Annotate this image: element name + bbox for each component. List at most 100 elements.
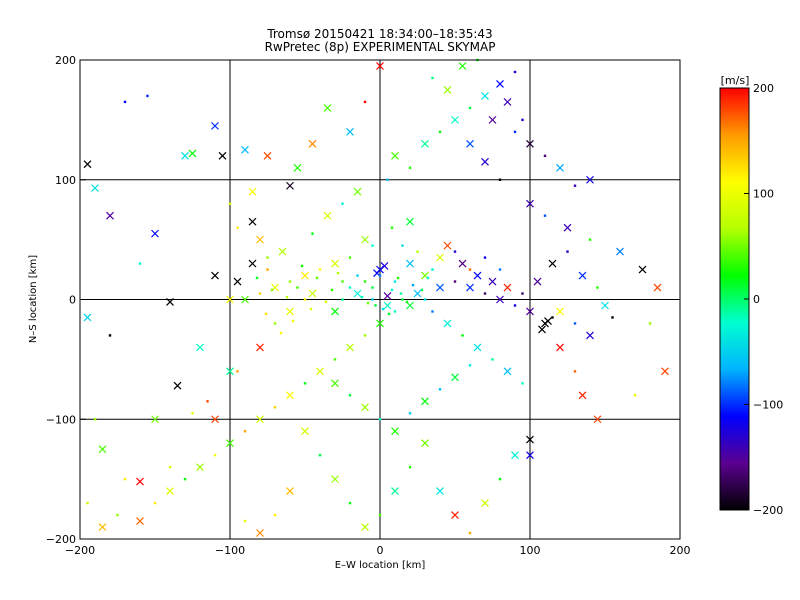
data-point-cross <box>83 160 92 169</box>
data-point-dot <box>324 300 328 304</box>
data-point-cross <box>316 367 324 376</box>
cross-stroke <box>196 463 204 472</box>
data-point-dot <box>348 286 352 289</box>
cross-stroke <box>248 187 257 196</box>
data-point-dot <box>270 288 274 292</box>
cross-stroke <box>578 391 587 400</box>
y-tick-labels: −200 −100 0 100 200 <box>46 54 86 546</box>
data-point-dot <box>491 358 494 361</box>
data-point-cross <box>98 445 107 454</box>
data-point-dot <box>291 319 295 323</box>
data-point-dot <box>371 298 374 301</box>
cross-stroke <box>166 297 174 306</box>
data-point-dot <box>513 130 517 134</box>
data-point-cross <box>106 211 114 220</box>
data-point-cross <box>380 262 389 270</box>
data-point-cross <box>286 487 294 496</box>
cross-stroke <box>406 217 414 226</box>
cross-stroke <box>226 439 234 448</box>
data-point-cross <box>436 253 444 262</box>
cross-stroke <box>503 283 512 292</box>
data-point-cross <box>211 271 219 280</box>
cross-stroke <box>556 163 564 172</box>
cross-stroke <box>241 295 249 304</box>
data-point-cross <box>98 523 107 531</box>
cross-stroke <box>173 381 182 390</box>
cross-stroke <box>538 325 546 334</box>
data-point-dot <box>138 262 142 265</box>
data-point-cross <box>496 80 504 88</box>
cross-stroke <box>91 184 99 193</box>
data-point-dot <box>420 288 424 292</box>
cross-stroke <box>481 499 489 507</box>
data-point-cross <box>526 307 534 316</box>
x-tick-label: −100 <box>215 544 245 557</box>
data-point-dot <box>431 310 434 313</box>
cross-stroke <box>211 121 219 130</box>
data-point-cross <box>188 149 197 158</box>
data-point-dot <box>408 465 412 469</box>
data-point-cross <box>511 451 519 460</box>
cross-stroke <box>413 289 422 298</box>
data-point-dot <box>423 298 427 301</box>
cross-stroke <box>526 139 534 148</box>
cross-stroke <box>226 367 234 376</box>
data-point-dot <box>461 334 464 337</box>
cross-stroke <box>263 151 272 160</box>
cross-stroke <box>211 415 219 424</box>
data-point-dot <box>348 501 352 505</box>
data-point-dot <box>521 118 524 122</box>
cross-stroke <box>586 331 594 340</box>
cross-stroke <box>256 235 264 244</box>
data-point-dot <box>408 166 412 169</box>
cross-stroke <box>383 301 392 310</box>
cross-stroke <box>331 259 339 268</box>
data-point-dot <box>393 280 397 283</box>
data-point-dot <box>123 100 127 104</box>
data-point-dot <box>648 322 652 325</box>
data-point-cross <box>196 343 204 352</box>
cross-stroke <box>458 62 467 70</box>
data-point-cross <box>556 163 564 172</box>
cross-stroke <box>556 343 564 352</box>
cross-stroke <box>308 289 317 298</box>
cross-stroke <box>286 391 294 400</box>
data-point-cross <box>406 259 414 268</box>
data-point-cross <box>323 103 332 112</box>
cross-stroke <box>323 211 332 220</box>
data-point-dot <box>146 94 149 98</box>
data-point-cross <box>578 271 587 280</box>
cross-stroke <box>638 265 647 274</box>
data-point-dot <box>348 256 352 259</box>
data-point-dot <box>363 100 367 104</box>
data-point-dot <box>318 268 322 271</box>
data-point-dot <box>243 430 247 433</box>
cross-stroke <box>526 307 534 316</box>
data-point-cross <box>421 439 429 448</box>
data-point-dot <box>153 501 157 505</box>
cross-stroke <box>511 451 519 460</box>
data-point-cross <box>196 463 204 472</box>
cross-stroke <box>83 313 92 322</box>
data-point-cross <box>503 367 512 376</box>
cross-stroke <box>544 317 552 325</box>
data-point-cross <box>241 145 249 154</box>
data-point-cross <box>278 247 287 256</box>
data-point-cross <box>413 289 422 298</box>
data-point-cross <box>421 397 429 406</box>
data-point-dot <box>543 214 547 217</box>
data-point-cross <box>256 343 264 352</box>
cross-stroke <box>248 217 257 226</box>
data-point-dot <box>309 307 313 311</box>
data-point-cross <box>346 343 354 352</box>
chart-subtitle: RwPretec (8p) EXPERIMENTAL SKYMAP <box>265 40 496 54</box>
cross-stroke <box>421 271 429 280</box>
data-point-dot <box>330 288 334 292</box>
cross-stroke <box>526 451 534 460</box>
cross-stroke <box>586 175 594 184</box>
data-point-cross <box>136 517 144 525</box>
data-point-cross <box>293 163 302 172</box>
data-point-dot <box>206 400 209 403</box>
data-point-dot <box>431 268 434 271</box>
data-point-cross <box>248 187 257 196</box>
